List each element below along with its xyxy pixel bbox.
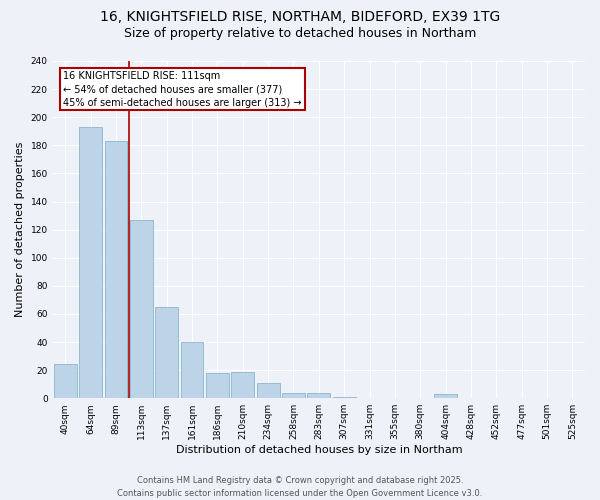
Text: 16 KNIGHTSFIELD RISE: 111sqm
← 54% of detached houses are smaller (377)
45% of s: 16 KNIGHTSFIELD RISE: 111sqm ← 54% of de…: [64, 71, 302, 108]
Text: 16, KNIGHTSFIELD RISE, NORTHAM, BIDEFORD, EX39 1TG: 16, KNIGHTSFIELD RISE, NORTHAM, BIDEFORD…: [100, 10, 500, 24]
Bar: [130, 220, 153, 398]
Bar: [206, 373, 229, 398]
Bar: [232, 372, 254, 398]
Bar: [155, 307, 178, 398]
Text: Size of property relative to detached houses in Northam: Size of property relative to detached ho…: [124, 28, 476, 40]
Y-axis label: Number of detached properties: Number of detached properties: [15, 142, 25, 318]
Text: Contains HM Land Registry data © Crown copyright and database right 2025.
Contai: Contains HM Land Registry data © Crown c…: [118, 476, 482, 498]
Bar: [333, 397, 356, 398]
Bar: [79, 127, 102, 398]
Bar: [434, 394, 457, 398]
Bar: [307, 392, 330, 398]
X-axis label: Distribution of detached houses by size in Northam: Distribution of detached houses by size …: [176, 445, 462, 455]
Bar: [282, 392, 305, 398]
Bar: [104, 141, 127, 398]
Bar: [54, 364, 77, 398]
Bar: [181, 342, 203, 398]
Bar: [257, 383, 280, 398]
